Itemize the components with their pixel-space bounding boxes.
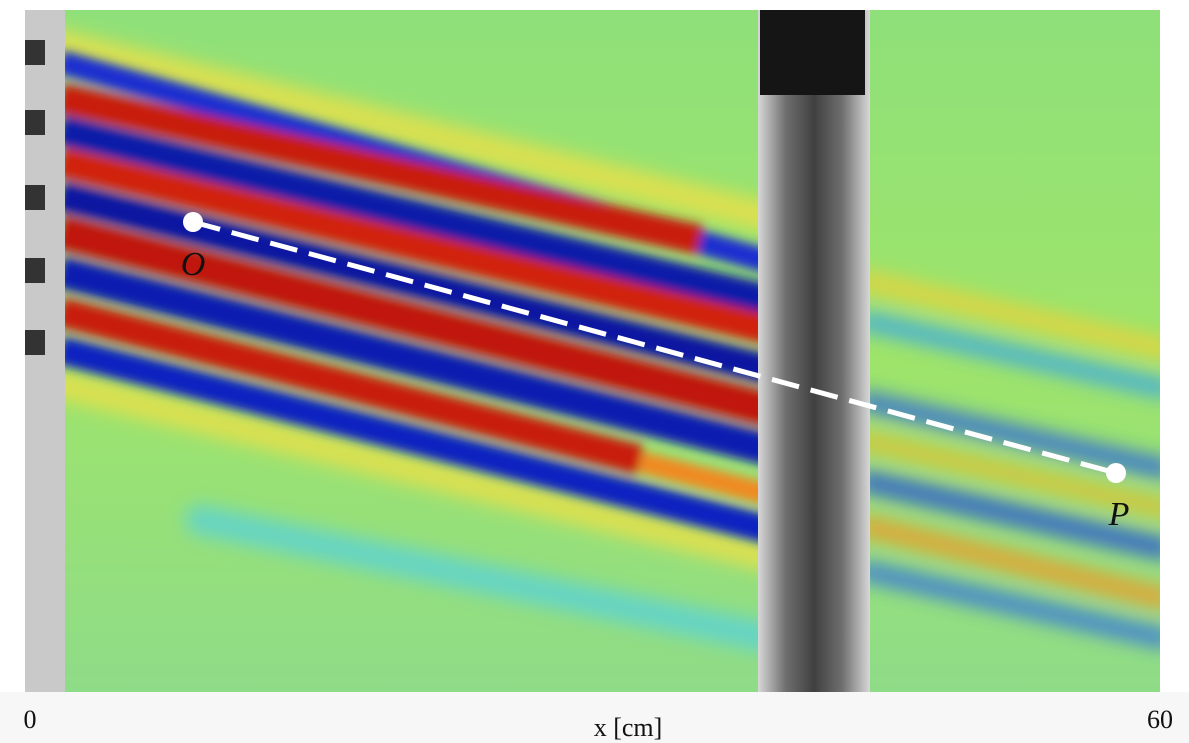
rod-top: [760, 10, 865, 95]
wall-teeth: [25, 40, 45, 355]
x-tick-label: 60: [1147, 705, 1173, 734]
point-p: [1106, 463, 1126, 483]
wave-field-right: [870, 10, 1160, 692]
wave-field-left: [65, 10, 758, 692]
x-axis-label: x [cm]: [594, 713, 663, 742]
axis-band: [0, 692, 1189, 743]
rod: [758, 10, 870, 692]
point-o: [183, 212, 203, 232]
point-label: O: [181, 246, 206, 283]
x-tick-label: 0: [24, 705, 37, 734]
point-label: P: [1108, 496, 1130, 533]
